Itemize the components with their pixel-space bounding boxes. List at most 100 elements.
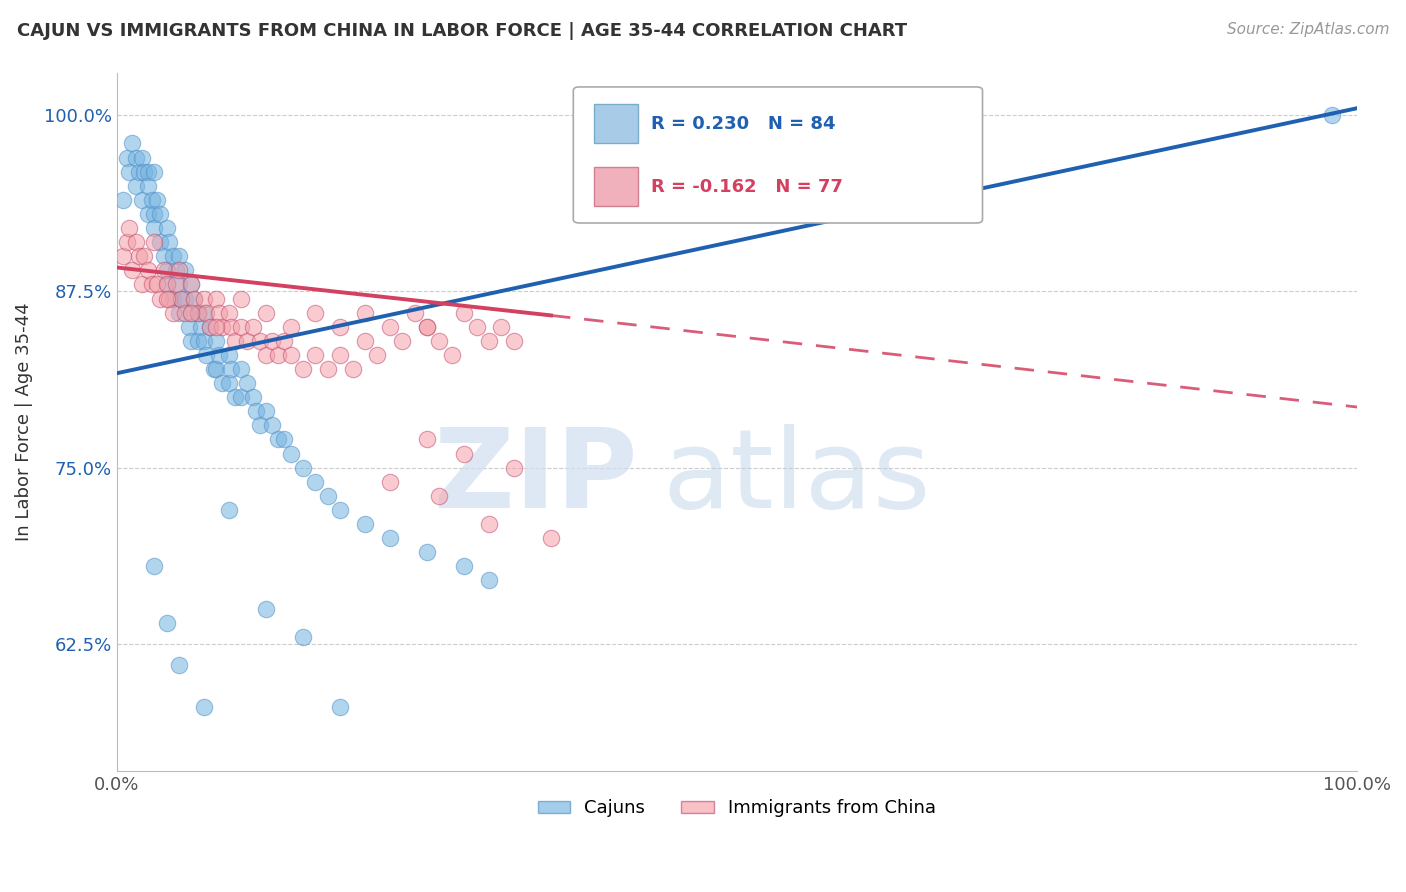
Point <box>180 277 202 292</box>
Point <box>162 292 184 306</box>
Point <box>131 151 153 165</box>
Point <box>155 292 177 306</box>
Point <box>153 249 176 263</box>
Point <box>218 503 240 517</box>
Point <box>195 305 218 319</box>
Point <box>208 305 231 319</box>
Point <box>354 334 377 348</box>
Point <box>167 305 190 319</box>
Point <box>219 362 242 376</box>
Point <box>180 305 202 319</box>
Point <box>224 334 246 348</box>
Point <box>329 348 352 362</box>
Point <box>218 376 240 390</box>
Point <box>242 319 264 334</box>
Point <box>329 319 352 334</box>
Point <box>416 545 439 559</box>
Point <box>149 235 172 249</box>
Point <box>124 235 146 249</box>
Point <box>136 263 159 277</box>
Point <box>416 319 439 334</box>
Point <box>149 292 172 306</box>
Point <box>155 615 177 630</box>
Point <box>187 305 209 319</box>
Point <box>143 207 166 221</box>
Point <box>112 249 135 263</box>
Point <box>174 305 197 319</box>
Point <box>187 305 209 319</box>
Point <box>193 700 215 714</box>
Point <box>502 334 524 348</box>
Point <box>254 404 277 418</box>
Point <box>155 263 177 277</box>
Point <box>112 193 135 207</box>
Point <box>229 319 252 334</box>
Point <box>342 362 364 376</box>
Point <box>416 319 439 334</box>
Point <box>378 475 401 489</box>
Point <box>162 249 184 263</box>
Point <box>124 151 146 165</box>
Point <box>183 292 205 306</box>
Point <box>453 559 475 574</box>
Point <box>155 277 177 292</box>
Point <box>115 151 138 165</box>
Point <box>329 700 352 714</box>
Point <box>170 292 193 306</box>
Point <box>128 249 150 263</box>
Point <box>211 376 233 390</box>
Point <box>195 348 218 362</box>
Text: atlas: atlas <box>662 425 931 531</box>
Point <box>190 319 212 334</box>
Text: CAJUN VS IMMIGRANTS FROM CHINA IN LABOR FORCE | AGE 35-44 CORRELATION CHART: CAJUN VS IMMIGRANTS FROM CHINA IN LABOR … <box>17 22 907 40</box>
Point <box>136 178 159 193</box>
Point <box>183 292 205 306</box>
Point <box>121 136 143 151</box>
Point <box>291 460 314 475</box>
Point <box>128 164 150 178</box>
Y-axis label: In Labor Force | Age 35-44: In Labor Force | Age 35-44 <box>15 302 32 541</box>
Point <box>254 348 277 362</box>
Point <box>260 418 283 433</box>
Text: Source: ZipAtlas.com: Source: ZipAtlas.com <box>1226 22 1389 37</box>
Point <box>167 249 190 263</box>
Point <box>416 433 439 447</box>
Point <box>211 319 233 334</box>
Point <box>143 164 166 178</box>
Text: R = 0.230   N = 84: R = 0.230 N = 84 <box>651 115 837 133</box>
Point <box>131 193 153 207</box>
Point <box>316 489 339 503</box>
Point <box>254 305 277 319</box>
Point <box>155 221 177 235</box>
FancyBboxPatch shape <box>595 104 638 143</box>
Point <box>115 235 138 249</box>
Point <box>143 221 166 235</box>
Point <box>304 475 326 489</box>
Point <box>145 193 167 207</box>
Point <box>187 334 209 348</box>
Point <box>404 305 426 319</box>
Point <box>453 446 475 460</box>
Point <box>219 319 242 334</box>
Legend: Cajuns, Immigrants from China: Cajuns, Immigrants from China <box>530 792 943 824</box>
Point <box>224 390 246 404</box>
Point <box>136 207 159 221</box>
Point <box>236 334 259 348</box>
Point <box>174 292 197 306</box>
Point <box>291 362 314 376</box>
Point <box>391 334 413 348</box>
Point <box>205 292 228 306</box>
FancyBboxPatch shape <box>595 167 638 205</box>
Point <box>218 305 240 319</box>
Point <box>134 249 156 263</box>
Point <box>540 531 562 545</box>
Point <box>316 362 339 376</box>
Point <box>304 305 326 319</box>
Point <box>378 319 401 334</box>
Point <box>177 319 200 334</box>
Point <box>208 348 231 362</box>
Point <box>131 277 153 292</box>
Point <box>280 319 302 334</box>
Text: R = -0.162   N = 77: R = -0.162 N = 77 <box>651 178 844 195</box>
Point <box>378 531 401 545</box>
